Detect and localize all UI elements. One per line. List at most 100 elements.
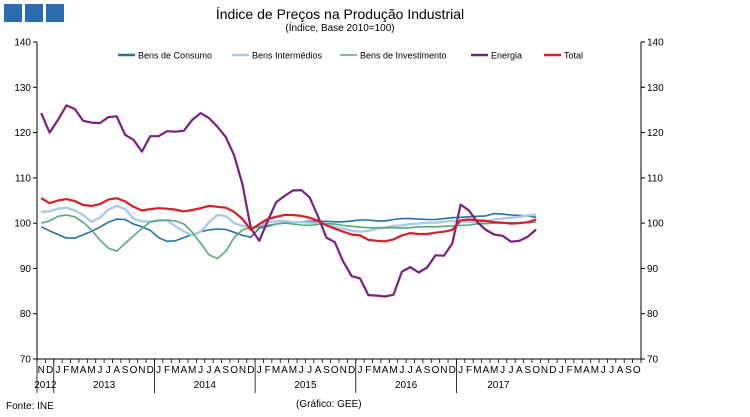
- x-month-label: S: [323, 365, 330, 376]
- x-month-label: M: [591, 365, 599, 376]
- x-month-label: M: [87, 365, 95, 376]
- x-month-label: S: [524, 365, 531, 376]
- x-year-label: 2013: [93, 380, 116, 391]
- series-line: [40, 104, 537, 298]
- x-month-label: M: [373, 365, 381, 376]
- legend-label: Bens de Investimento: [360, 51, 447, 61]
- chart-subtitle: (Índice, Base 2010=100): [285, 23, 395, 34]
- x-month-label: J: [106, 365, 111, 376]
- x-month-label: J: [559, 365, 564, 376]
- y-tick-label-right: 80: [647, 309, 659, 320]
- legend-label: Total: [564, 51, 583, 61]
- logo-square: [46, 4, 64, 22]
- x-month-label: D: [247, 365, 254, 376]
- y-tick-label-right: 120: [647, 128, 664, 139]
- logo-square: [4, 4, 22, 22]
- x-month-label: N: [239, 365, 246, 376]
- chart-title: Índice de Preços na Produção Industrial: [215, 6, 465, 22]
- x-month-label: N: [138, 365, 145, 376]
- x-month-label: O: [633, 365, 641, 376]
- x-month-label: M: [188, 365, 196, 376]
- x-month-label: J: [55, 365, 60, 376]
- x-month-label: F: [265, 365, 271, 376]
- x-month-label: O: [230, 365, 238, 376]
- x-month-label: O: [532, 365, 540, 376]
- y-tick-label-right: 70: [647, 355, 659, 366]
- x-month-label: D: [449, 365, 456, 376]
- legend-label: Bens de Consumo: [138, 51, 212, 61]
- x-month-label: N: [38, 365, 45, 376]
- x-month-label: J: [97, 365, 102, 376]
- x-month-label: M: [171, 365, 179, 376]
- x-month-label: D: [549, 365, 556, 376]
- legend-label: Energia: [491, 51, 522, 61]
- y-tick-label-left: 80: [20, 309, 32, 320]
- x-month-label: M: [389, 365, 397, 376]
- x-month-label: J: [307, 365, 312, 376]
- x-month-label: J: [458, 365, 463, 376]
- x-month-label: A: [281, 365, 288, 376]
- y-tick-label-left: 110: [15, 173, 31, 184]
- x-month-label: J: [609, 365, 614, 376]
- x-month-label: F: [567, 365, 573, 376]
- x-month-label: S: [625, 365, 632, 376]
- x-month-label: J: [198, 365, 203, 376]
- x-year-label: 2012: [34, 380, 57, 391]
- x-month-label: N: [440, 365, 447, 376]
- y-tick-label-left: 120: [14, 128, 31, 139]
- x-month-label: A: [214, 365, 221, 376]
- x-month-label: J: [500, 365, 505, 376]
- x-month-label: A: [113, 365, 120, 376]
- x-month-label: A: [382, 365, 389, 376]
- x-month-label: S: [222, 365, 229, 376]
- y-tick-label-right: 130: [647, 83, 664, 94]
- x-month-label: M: [574, 365, 582, 376]
- x-month-label: J: [299, 365, 304, 376]
- y-tick-label-left: 130: [14, 83, 31, 94]
- x-year-label: 2014: [194, 380, 217, 391]
- x-month-label: J: [408, 365, 413, 376]
- x-month-label: F: [466, 365, 472, 376]
- x-year-label: 2016: [395, 380, 418, 391]
- x-month-label: A: [180, 365, 187, 376]
- x-month-label: D: [147, 365, 154, 376]
- source-note: Fonte: INE: [6, 401, 54, 412]
- y-tick-label-right: 90: [647, 264, 659, 275]
- x-month-label: A: [482, 365, 489, 376]
- x-month-label: F: [365, 365, 371, 376]
- x-month-label: M: [71, 365, 79, 376]
- series-line: [40, 214, 537, 260]
- x-month-label: M: [490, 365, 498, 376]
- x-month-label: O: [331, 365, 339, 376]
- x-month-label: S: [424, 365, 431, 376]
- y-tick-label-left: 90: [20, 264, 32, 275]
- x-month-label: F: [63, 365, 69, 376]
- y-tick-label-right: 100: [647, 219, 664, 230]
- x-month-label: M: [473, 365, 481, 376]
- x-year-label: 2015: [294, 380, 317, 391]
- x-month-label: J: [399, 365, 404, 376]
- x-month-label: A: [516, 365, 523, 376]
- credit-note: (Gráfico: GEE): [296, 399, 362, 410]
- y-tick-label-left: 140: [14, 38, 31, 49]
- y-tick-label-left: 70: [20, 355, 32, 366]
- series-line: [41, 204, 537, 237]
- legend-label: Bens Intermédios: [252, 51, 323, 61]
- x-year-label: 2017: [487, 380, 510, 391]
- x-month-label: O: [130, 365, 138, 376]
- x-month-label: N: [541, 365, 548, 376]
- logo-square: [25, 4, 43, 22]
- x-month-label: D: [46, 365, 53, 376]
- x-month-label: J: [508, 365, 513, 376]
- y-tick-label-left: 100: [14, 219, 31, 230]
- y-tick-label-right: 110: [647, 173, 663, 184]
- x-month-label: A: [617, 365, 624, 376]
- x-month-label: M: [272, 365, 280, 376]
- x-month-label: D: [348, 365, 355, 376]
- brand-logo: [4, 4, 64, 22]
- series-line: [40, 212, 537, 243]
- x-month-label: J: [357, 365, 362, 376]
- x-month-label: J: [257, 365, 262, 376]
- x-month-label: O: [432, 365, 440, 376]
